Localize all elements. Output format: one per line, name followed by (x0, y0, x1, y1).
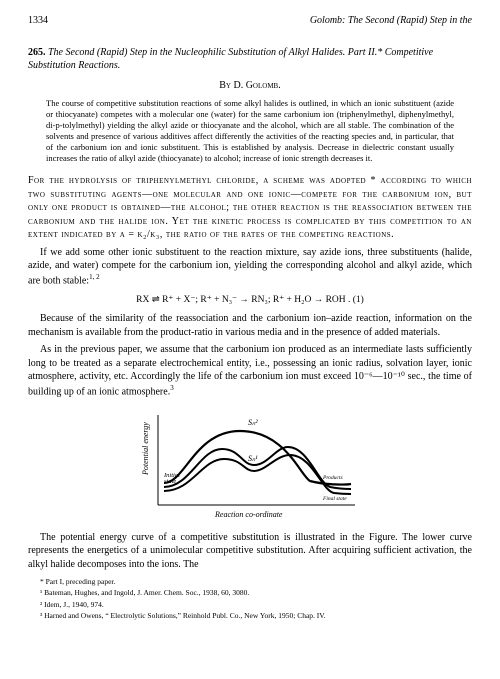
fig-label-sn2: Sₙ² (248, 418, 258, 427)
footnote-star: * Part I, preceding paper. (28, 577, 472, 587)
author-name: By D. Golomb. (219, 80, 280, 91)
equation-1: RX ⇌ R⁺ + X⁻; R⁺ + N₃⁻ → RN₃; R⁺ + H₂O →… (28, 294, 472, 307)
paragraph-3: Because of the similarity of the reassoc… (28, 312, 472, 339)
footnote-2: ² Idem, J., 1940, 974. (28, 600, 472, 610)
fig-label-products: Products (322, 475, 343, 481)
abstract: The course of competitive substitution r… (46, 98, 454, 164)
footnotes: * Part I, preceding paper. ¹ Bateman, Hu… (28, 577, 472, 621)
footnote-1: ¹ Bateman, Hughes, and Ingold, J. Amer. … (28, 588, 472, 598)
p2-ref: 1, 2 (89, 273, 100, 281)
fig-label-sn1: Sₙ¹ (248, 454, 258, 463)
potential-energy-figure: Sₙ² Sₙ¹ Initial state Products Final sta… (130, 405, 370, 525)
fig-ylabel: Potential energy (141, 422, 150, 476)
author-line: By D. Golomb. (28, 79, 472, 93)
paragraph-1: For the hydrolysis of triphenylmethyl ch… (28, 174, 472, 242)
running-header: 1334 Golomb: The Second (Rapid) Step in … (28, 14, 472, 28)
p1-text: For the hydrolysis of triphenylmethyl ch… (28, 175, 472, 240)
p4-text: As in the previous paper, we assume that… (28, 344, 472, 397)
paragraph-5: The potential energy curve of a competit… (28, 531, 472, 572)
article-number: 265. (28, 47, 46, 58)
footnote-3: ³ Harned and Owens, “ Electrolytic Solut… (28, 611, 472, 621)
running-head-text: Golomb: The Second (Rapid) Step in the (310, 14, 472, 28)
page-number: 1334 (28, 14, 48, 28)
fig-label-final: Final state (322, 496, 347, 502)
paragraph-2: If we add some other ionic substituent t… (28, 246, 472, 288)
article-title: The Second (Rapid) Step in the Nucleophi… (28, 47, 433, 72)
fig-xlabel: Reaction co-ordinate (214, 510, 283, 519)
article-title-block: 265. The Second (Rapid) Step in the Nucl… (28, 46, 472, 73)
p4-ref: 3 (170, 384, 174, 392)
paragraph-4: As in the previous paper, we assume that… (28, 343, 472, 398)
